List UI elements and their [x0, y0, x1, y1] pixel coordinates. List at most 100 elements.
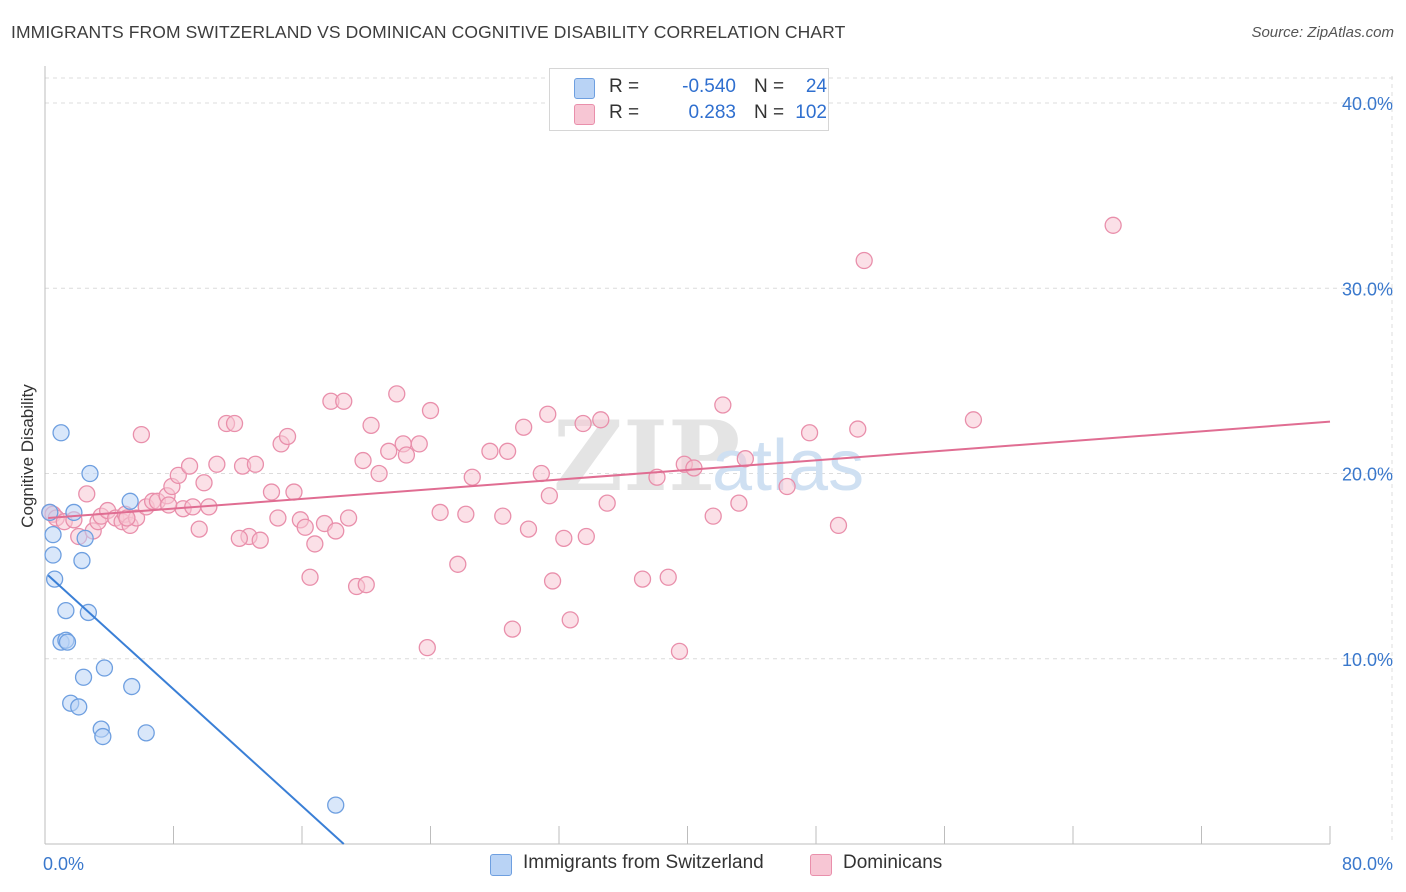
chart-title: IMMIGRANTS FROM SWITZERLAND VS DOMINICAN… — [11, 22, 846, 42]
n-label: N = — [754, 102, 785, 123]
point-dominicans — [515, 418, 533, 436]
y-axis-label: Cognitive Disability — [18, 384, 37, 528]
r-label: R = — [609, 102, 640, 123]
point-dominicans — [964, 411, 983, 429]
point-dominicans — [704, 507, 722, 525]
point-dominicans — [503, 620, 522, 638]
point-dominicans — [380, 442, 398, 460]
point-dominicans — [800, 424, 819, 442]
point-dominicans — [195, 474, 213, 492]
point-dominicans — [730, 494, 748, 512]
point-dominicans — [285, 483, 303, 501]
y-tick-label: 10.0% — [1342, 650, 1393, 670]
point-dominicans — [539, 405, 557, 423]
point-switzerland — [70, 698, 88, 716]
point-dominicans — [543, 572, 562, 590]
y-tick-label: 40.0% — [1342, 94, 1393, 114]
point-dominicans — [736, 450, 754, 468]
point-dominicans — [714, 396, 732, 414]
legend-swatch-dominicans — [574, 104, 595, 125]
point-dominicans — [251, 531, 269, 549]
correlation-legend: R = -0.540 N = 24 R = 0.283 N = 102 — [549, 68, 829, 131]
point-dominicans — [540, 487, 559, 505]
point-switzerland — [137, 724, 155, 742]
point-dominicans — [397, 446, 416, 464]
point-dominicans — [230, 529, 249, 548]
point-switzerland — [44, 546, 62, 564]
point-dominicans — [208, 455, 226, 473]
point-dominicans — [160, 496, 178, 514]
point-dominicans — [574, 414, 592, 433]
n-label: N = — [754, 76, 785, 97]
point-dominicans — [431, 503, 449, 522]
n-value: 102 — [795, 102, 827, 123]
point-dominicans — [498, 442, 517, 460]
point-dominicans — [592, 411, 610, 429]
legend-swatch-switzerland — [490, 854, 512, 876]
trend-line-dominicans — [48, 420, 1331, 519]
r-value: -0.540 — [682, 76, 736, 97]
y-tick-label: 30.0% — [1342, 279, 1393, 299]
point-switzerland — [81, 464, 99, 483]
point-dominicans — [418, 638, 436, 657]
legend-swatch-switzerland — [574, 78, 595, 99]
point-dominicans — [301, 568, 319, 586]
legend-label-switzerland: Immigrants from Switzerland — [523, 852, 764, 873]
point-switzerland — [44, 526, 62, 544]
point-dominicans — [269, 509, 287, 527]
tick-labels: 10.0% 20.0% 30.0% 40.0% 0.0% 80.0% — [43, 94, 1393, 874]
source-label: Source: ZipAtlas.com — [1251, 24, 1394, 41]
point-dominicans — [855, 251, 873, 270]
point-dominicans — [561, 611, 579, 629]
point-dominicans — [339, 509, 358, 527]
point-switzerland — [57, 601, 75, 620]
point-dominicans — [778, 477, 796, 496]
point-dominicans — [670, 642, 689, 661]
data-points — [41, 216, 1122, 814]
point-dominicans — [481, 442, 499, 460]
point-dominicans — [327, 522, 345, 540]
point-switzerland — [58, 633, 77, 651]
point-dominicans — [357, 576, 375, 594]
point-dominicans — [598, 494, 616, 512]
x-tick-label: 0.0% — [43, 854, 84, 874]
point-dominicans — [519, 520, 538, 538]
point-dominicans — [685, 459, 703, 477]
point-dominicans — [633, 570, 652, 588]
point-switzerland — [327, 796, 345, 814]
point-dominicans — [532, 464, 550, 483]
point-switzerland — [76, 529, 94, 548]
point-dominicans — [225, 414, 244, 433]
point-dominicans — [388, 385, 406, 403]
point-dominicans — [246, 455, 265, 473]
legend-swatch-dominicans — [810, 854, 832, 876]
point-dominicans — [659, 568, 677, 586]
point-dominicans — [449, 555, 467, 573]
point-dominicans — [421, 401, 440, 420]
point-dominicans — [410, 435, 428, 453]
legend-label-dominicans: Dominicans — [843, 852, 943, 873]
trend-line-switzerland — [47, 574, 345, 845]
axes — [44, 66, 1331, 845]
point-dominicans — [555, 529, 573, 548]
point-switzerland — [73, 551, 91, 570]
point-dominicans — [362, 416, 380, 435]
r-label: R = — [609, 76, 640, 97]
point-dominicans — [180, 457, 199, 475]
point-switzerland — [41, 503, 59, 522]
point-dominicans — [494, 507, 512, 525]
point-dominicans — [829, 516, 848, 535]
point-switzerland — [121, 492, 139, 510]
point-switzerland — [52, 424, 70, 442]
point-dominicans — [457, 505, 475, 523]
point-switzerland — [95, 659, 114, 677]
point-dominicans — [354, 451, 372, 470]
point-dominicans — [78, 485, 96, 503]
trend-lines — [47, 420, 1331, 845]
point-dominicans — [169, 466, 187, 485]
r-value: 0.283 — [688, 102, 736, 123]
point-dominicans — [335, 392, 353, 410]
point-dominicans — [118, 509, 136, 527]
point-dominicans — [190, 520, 208, 538]
